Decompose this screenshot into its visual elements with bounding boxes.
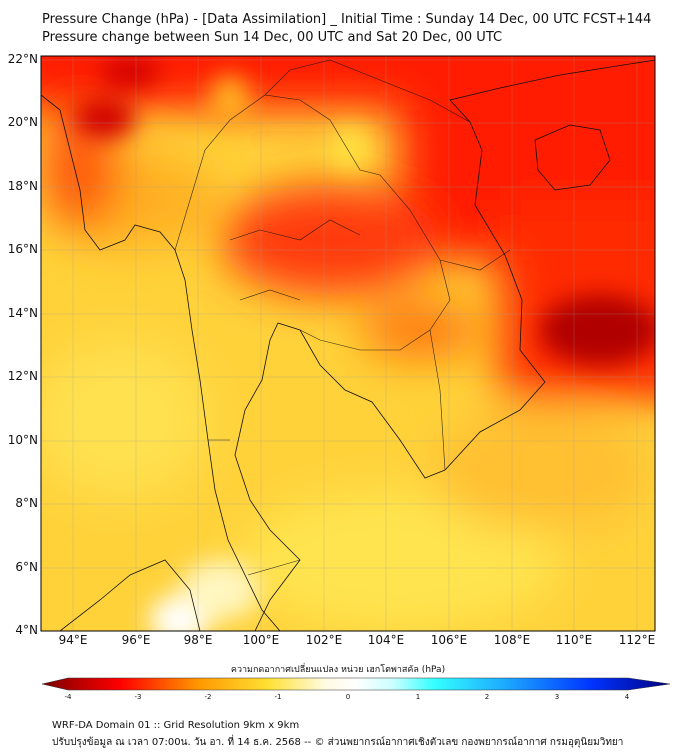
map-frame <box>40 55 656 632</box>
lon-label: 98°E <box>183 633 213 647</box>
pressure-field <box>41 56 655 631</box>
gridlines <box>41 56 655 631</box>
lat-label: 8°N <box>15 496 38 510</box>
lat-label: 10°N <box>7 433 38 447</box>
colorbar-tick: -1 <box>274 693 282 701</box>
lon-label: 110°E <box>555 633 593 647</box>
lon-label: 102°E <box>305 633 343 647</box>
colorbar-tick: 3 <box>554 693 560 701</box>
colorbar-tick: -2 <box>204 693 212 701</box>
lon-label: 112°E <box>618 633 656 647</box>
lon-label: 94°E <box>58 633 88 647</box>
country-borders <box>174 59 511 576</box>
lat-label: 20°N <box>7 115 38 129</box>
colorbar-tick: -3 <box>134 693 142 701</box>
lat-label: 6°N <box>15 560 38 574</box>
lon-label: 96°E <box>121 633 151 647</box>
lat-label: 4°N <box>15 623 38 637</box>
lat-label: 12°N <box>7 369 38 383</box>
colorbar-tick: 1 <box>415 693 421 701</box>
colorbar-label: ความกดอากาศเปลี่ยนแปลง หน่วย เฮกโตพาสคัล… <box>230 665 446 675</box>
colorbar-ramp <box>41 677 671 691</box>
chart-subtitle: Pressure change between Sun 14 Dec, 00 U… <box>42 30 503 45</box>
lat-label: 16°N <box>7 242 38 256</box>
colorbar-tick: 0 <box>345 693 351 701</box>
lat-label: 18°N <box>7 179 38 193</box>
chart-title: Pressure Change (hPa) - [Data Assimilati… <box>42 12 652 27</box>
colorbar-tick: 2 <box>484 693 490 701</box>
footer-model-info: WRF-DA Domain 01 :: Grid Resolution 9km … <box>52 720 300 731</box>
lat-label: 14°N <box>7 306 38 320</box>
footer-credit: ปรับปรุงข้อมูล ณ เวลา 07:00น. วัน อา. ที… <box>52 737 624 748</box>
lat-label: 22°N <box>7 52 38 66</box>
lon-label: 104°E <box>367 633 405 647</box>
lon-label: 108°E <box>493 633 531 647</box>
colorbar <box>41 677 671 691</box>
colorbar-tick: -4 <box>64 693 72 701</box>
colorbar-tick: 4 <box>624 693 630 701</box>
lon-label: 100°E <box>242 633 280 647</box>
lon-label: 106°E <box>430 633 468 647</box>
